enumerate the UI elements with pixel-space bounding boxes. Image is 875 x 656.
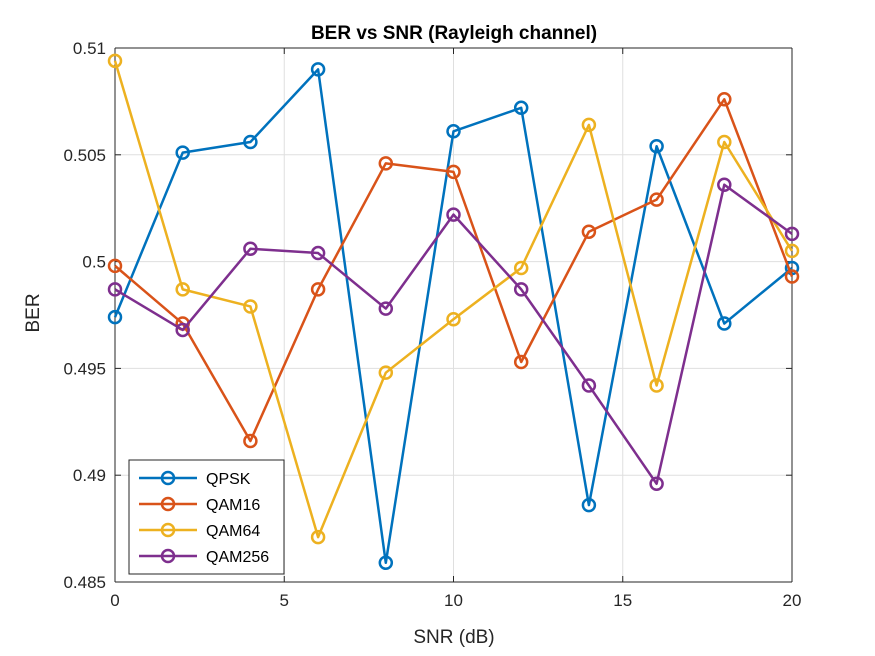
legend-swatch-marker xyxy=(160,496,176,512)
x-axis-label: SNR (dB) xyxy=(413,627,494,648)
series-line-qam64 xyxy=(113,60,794,539)
y-tick-label: 0.5 xyxy=(82,253,106,272)
legend-item-qam256: QAM256 xyxy=(139,548,269,566)
legend-item-qpsk: QPSK xyxy=(139,470,251,488)
series-qam256 xyxy=(107,177,800,491)
data-point-qam64 xyxy=(310,529,326,545)
data-point-qam16 xyxy=(784,269,800,284)
x-tick-label: 15 xyxy=(613,591,632,610)
legend-label: QAM64 xyxy=(206,523,260,540)
data-point-qam64 xyxy=(446,312,461,327)
data-point-qam256 xyxy=(243,241,258,257)
data-point-qam64 xyxy=(649,378,664,393)
data-point-qam64 xyxy=(581,117,597,133)
data-point-qpsk xyxy=(513,100,529,116)
data-point-qam256 xyxy=(107,282,123,297)
data-point-qam16 xyxy=(446,164,461,180)
data-point-qam256 xyxy=(446,207,461,222)
data-point-qam16 xyxy=(243,433,258,449)
series-line-qam256 xyxy=(114,183,793,485)
data-point-qam64 xyxy=(243,299,258,314)
data-point-qam16 xyxy=(107,258,123,274)
legend-label: QAM16 xyxy=(206,497,260,514)
legend-item-qam64: QAM64 xyxy=(139,522,260,540)
data-point-qam64 xyxy=(107,53,123,69)
data-point-qam64 xyxy=(175,282,190,297)
data-point-qam256 xyxy=(513,282,529,297)
data-point-qpsk xyxy=(378,555,394,571)
axes: 0 5 10 15 20 0.485 0.49 0.495 0.5 0.505 0.51 xyxy=(63,39,801,610)
legend-label: QAM256 xyxy=(206,549,269,566)
data-point-qam64 xyxy=(513,260,529,276)
data-point-qam256 xyxy=(310,245,326,261)
data-point-qam256 xyxy=(378,301,394,316)
legend-label: QPSK xyxy=(206,471,251,488)
legend-swatch-marker xyxy=(160,470,176,486)
data-point-qam256 xyxy=(581,378,597,393)
data-point-qam16 xyxy=(378,156,394,171)
data-point-qam16 xyxy=(581,224,597,239)
series-line-qam16 xyxy=(114,98,794,443)
series-qam64 xyxy=(107,53,800,545)
y-tick-label: 0.51 xyxy=(73,39,106,58)
data-point-qpsk xyxy=(649,139,664,154)
series-qpsk xyxy=(107,62,800,571)
data-point-qam256 xyxy=(717,177,732,192)
data-point-qam16 xyxy=(717,92,732,107)
y-tick-label: 0.495 xyxy=(63,359,106,378)
x-tick-label: 0 xyxy=(110,591,119,610)
y-axis-label: BER xyxy=(23,293,44,332)
series-qam16 xyxy=(107,92,800,449)
y-tick-label: 0.49 xyxy=(73,466,106,485)
data-point-qpsk xyxy=(310,62,326,77)
data-point-qam16 xyxy=(310,282,326,297)
y-tick-label: 0.505 xyxy=(63,146,106,165)
data-point-qam256 xyxy=(784,226,800,242)
data-point-qam16 xyxy=(513,354,529,370)
data-point-qpsk xyxy=(717,316,732,331)
data-point-qpsk xyxy=(581,497,597,513)
series-line-qpsk xyxy=(113,68,793,565)
legend-swatch-marker xyxy=(160,522,176,538)
data-point-qpsk xyxy=(446,124,461,139)
y-tick-label: 0.485 xyxy=(63,573,106,592)
data-point-qpsk xyxy=(107,309,123,325)
x-tick-label: 20 xyxy=(783,591,802,610)
data-point-qam256 xyxy=(175,322,190,338)
legend-swatch-marker xyxy=(160,548,176,564)
chart-title: BER vs SNR (Rayleigh channel) xyxy=(311,23,597,44)
series-group xyxy=(107,53,800,571)
data-point-qam16 xyxy=(649,192,664,207)
x-tick-label: 5 xyxy=(280,591,289,610)
data-point-qam64 xyxy=(784,243,800,259)
data-point-qam64 xyxy=(378,365,394,380)
legend: QPSK QAM16 QAM64 QAM256 xyxy=(128,459,285,575)
data-point-qam256 xyxy=(649,476,664,491)
data-point-qpsk xyxy=(175,145,190,160)
data-point-qpsk xyxy=(243,134,258,150)
legend-item-qam16: QAM16 xyxy=(139,496,260,514)
x-tick-label: 10 xyxy=(444,591,463,610)
data-point-qam64 xyxy=(717,134,732,150)
